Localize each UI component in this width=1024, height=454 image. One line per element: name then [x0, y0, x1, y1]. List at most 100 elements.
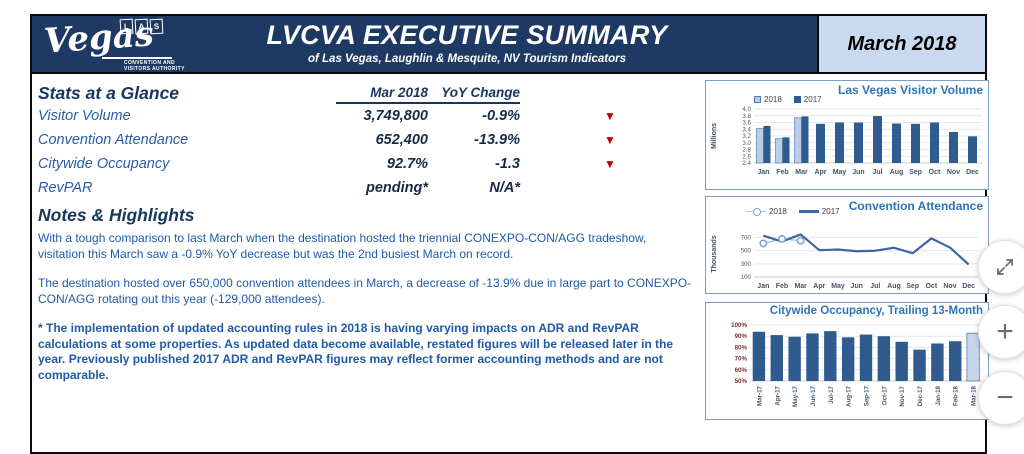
- svg-text:3.4: 3.4: [742, 126, 751, 133]
- svg-text:90%: 90%: [735, 333, 748, 340]
- stats-row: RevPAR pending* N/A*: [38, 176, 700, 200]
- svg-text:Thousands: Thousands: [711, 235, 718, 272]
- svg-text:Apr: Apr: [814, 169, 826, 176]
- svg-text:Dec: Dec: [966, 169, 979, 176]
- stats-row: Convention Attendance 652,400 -13.9% ▼: [38, 128, 700, 152]
- svg-text:Jan-18: Jan-18: [935, 385, 942, 405]
- svg-text:Millions: Millions: [711, 123, 718, 149]
- svg-text:Nov: Nov: [947, 169, 960, 176]
- stat-value: 652,400: [375, 132, 428, 148]
- stats-section-title: Stats at a Glance: [38, 83, 180, 103]
- svg-text:Jul: Jul: [872, 169, 882, 176]
- zoom-out-button[interactable]: −: [978, 371, 1024, 425]
- fit-width-icon: [997, 259, 1013, 275]
- fit-width-button[interactable]: [978, 240, 1024, 294]
- svg-text:2.4: 2.4: [742, 160, 751, 167]
- chart-citywide-occupancy: Citywide Occupancy, Trailing 13-Month 50…: [705, 302, 989, 420]
- stat-yoy: -1.3: [495, 156, 520, 172]
- stats-rows: Visitor Volume 3,749,800 -0.9% ▼ Convention …: [38, 104, 700, 200]
- svg-text:May: May: [833, 169, 847, 176]
- legend-line-2017: [798, 210, 819, 213]
- svg-text:70%: 70%: [735, 356, 748, 363]
- stat-trend-down-icon: ▼: [604, 157, 616, 171]
- svg-text:Jan: Jan: [757, 283, 769, 290]
- zoom-in-button[interactable]: +: [978, 305, 1024, 359]
- citywide-occupancy-plot: 50% 60% 70% 80% 90% 100% Mar-17 Apr-17 May-17 Jun…: [731, 322, 982, 407]
- minus-icon: −: [996, 381, 1014, 414]
- legend-swatch-2018: [754, 96, 761, 103]
- svg-text:3.8: 3.8: [742, 113, 751, 120]
- svg-text:Jul: Jul: [870, 283, 880, 290]
- svg-text:Sep: Sep: [909, 169, 922, 176]
- visitor-volume-plot: 2.42.62.83.03.23.43.63.84.0 Jan Feb Mar Apr M…: [711, 106, 982, 176]
- svg-text:Dec-17: Dec-17: [917, 385, 924, 406]
- stats-col-yoy: YoY Change: [428, 85, 520, 104]
- svg-text:Mar: Mar: [795, 169, 808, 176]
- notes-section-title: Notes & Highlights: [38, 205, 195, 225]
- chart-title-visitor-volume: Las Vegas Visitor Volume: [838, 83, 983, 97]
- svg-text:Apr-17: Apr-17: [774, 385, 781, 405]
- svg-text:Sep: Sep: [906, 283, 919, 290]
- convention-attendance-plot: 100 300 500 700 Jan Feb Mar Apr May Jun Jul Aug Sep O…: [711, 233, 978, 290]
- svg-text:Jun: Jun: [850, 283, 862, 290]
- logo-underline: [102, 57, 172, 59]
- notes-paragraph: * The implementation of updated accounti…: [38, 321, 674, 382]
- logo-authority-text: CONVENTION AND VISITORS AUTHORITY: [124, 60, 185, 72]
- svg-text:60%: 60%: [735, 367, 748, 374]
- svg-text:3.0: 3.0: [742, 140, 751, 147]
- stats-col-month: Mar 2018: [336, 85, 428, 104]
- notes-paragraphs: With a tough comparison to last March wh…: [38, 231, 696, 383]
- legend-line-2018: [746, 207, 766, 216]
- stats-header-row: Stats at a Glance Mar 2018 YoY Change: [38, 80, 700, 104]
- chart-visitor-volume: Las Vegas Visitor Volume 2018 2017 2.4 2.…: [705, 80, 989, 190]
- notes-paragraph: With a tough comparison to last March wh…: [38, 231, 647, 261]
- svg-text:Jun: Jun: [852, 169, 864, 176]
- stat-value: 3,749,800: [363, 108, 428, 124]
- svg-text:100%: 100%: [731, 322, 747, 329]
- svg-text:Sep-17: Sep-17: [864, 385, 871, 406]
- svg-text:Oct-17: Oct-17: [881, 385, 888, 405]
- stat-value: pending*: [365, 180, 428, 196]
- period-badge: March 2018: [817, 16, 985, 72]
- chart-title-citywide-occupancy: Citywide Occupancy, Trailing 13-Month: [769, 305, 983, 317]
- stats-row: Citywide Occupancy 92.7% -1.3 ▼: [38, 152, 700, 176]
- legend-swatch-2017: [793, 96, 801, 103]
- svg-text:Feb: Feb: [776, 283, 788, 290]
- svg-text:Mar-18: Mar-18: [971, 385, 978, 406]
- stat-trend-down-icon: ▼: [604, 109, 616, 123]
- chart1-legend: 2018 2017: [754, 95, 822, 104]
- stat-label: RevPAR: [38, 180, 93, 196]
- report-title: LVCVA EXECUTIVE SUMMARY: [266, 20, 668, 50]
- svg-text:Apr: Apr: [813, 283, 825, 290]
- svg-text:May: May: [831, 283, 845, 290]
- svg-text:Feb-18: Feb-18: [953, 385, 960, 406]
- stat-yoy: N/A*: [489, 180, 520, 196]
- stat-yoy: -13.9%: [474, 132, 520, 148]
- svg-text:300: 300: [741, 261, 752, 268]
- header-titles: LVCVA EXECUTIVE SUMMARY of Las Vegas, La…: [182, 20, 752, 65]
- stat-trend-down-icon: ▼: [604, 133, 616, 147]
- svg-text:Nov-17: Nov-17: [899, 385, 906, 406]
- stat-yoy: -0.9%: [482, 108, 520, 124]
- chart-convention-attendance: Convention Attendance 2018 2017 100 300 50…: [705, 196, 989, 294]
- logo-vegas-script: Vegas: [42, 14, 156, 62]
- svg-text:May-17: May-17: [792, 385, 799, 407]
- stats-row: Visitor Volume 3,749,800 -0.9% ▼: [38, 104, 700, 128]
- svg-text:3.6: 3.6: [742, 120, 751, 127]
- svg-text:Mar: Mar: [794, 283, 807, 290]
- svg-text:Oct: Oct: [925, 283, 937, 290]
- notes-paragraph: The destination hosted over 650,000 conv…: [38, 276, 692, 306]
- notes-highlights: Notes & Highlights With a tough comparis…: [38, 205, 696, 397]
- stats-at-a-glance: Stats at a Glance Mar 2018 YoY Change Vi…: [38, 80, 700, 200]
- svg-text:Nov: Nov: [943, 283, 956, 290]
- svg-text:Dec: Dec: [962, 283, 975, 290]
- svg-text:80%: 80%: [735, 344, 748, 351]
- svg-text:700: 700: [741, 235, 752, 242]
- svg-text:3.2: 3.2: [742, 133, 751, 140]
- chart-title-convention-attendance: Convention Attendance: [848, 199, 983, 213]
- svg-text:Aug-17: Aug-17: [846, 385, 853, 407]
- svg-text:Aug: Aug: [887, 283, 901, 290]
